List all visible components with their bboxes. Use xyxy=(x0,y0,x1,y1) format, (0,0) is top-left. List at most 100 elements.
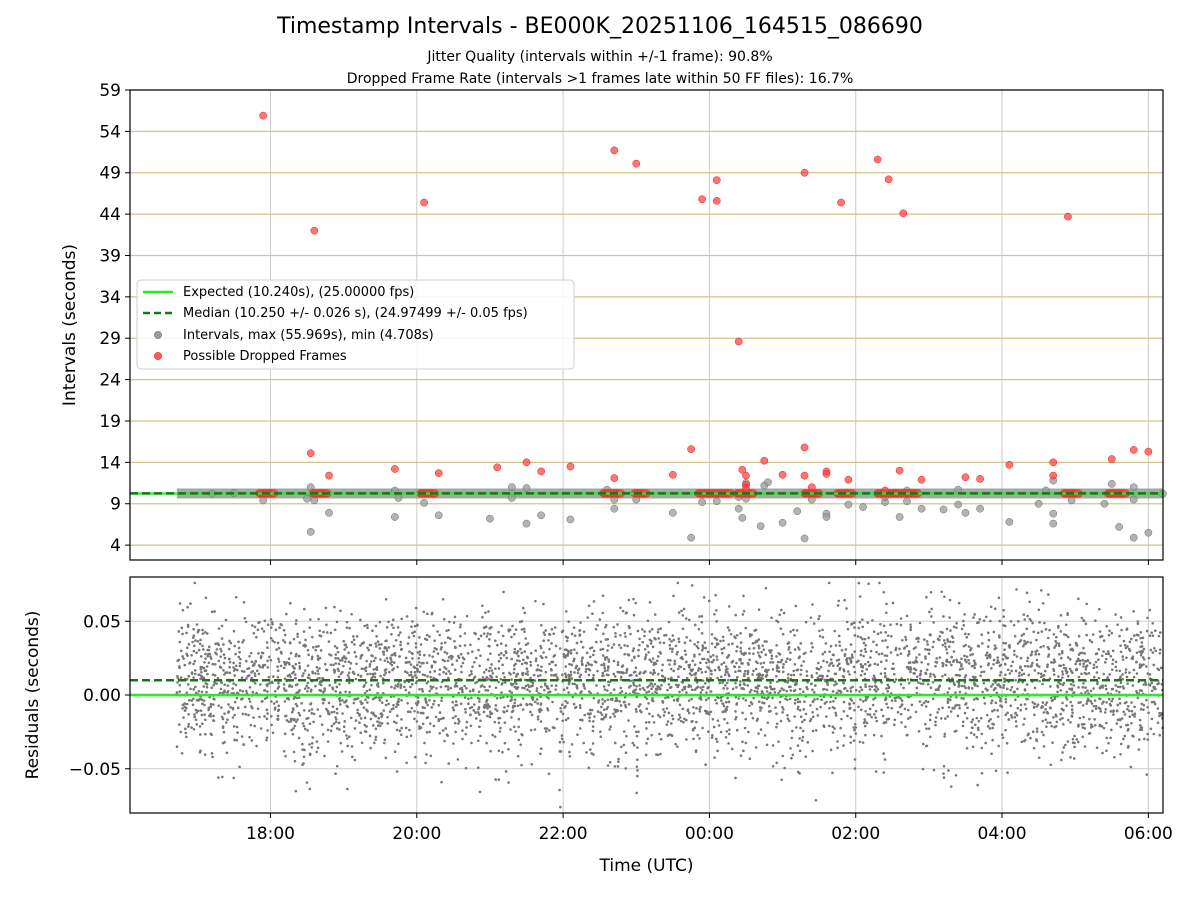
residual-point xyxy=(451,706,455,710)
residual-point xyxy=(238,650,241,654)
residual-point xyxy=(396,665,399,669)
residual-point xyxy=(707,685,710,689)
residual-point xyxy=(378,620,382,624)
residual-point xyxy=(316,658,320,661)
residual-point xyxy=(829,644,833,648)
residual-point xyxy=(346,705,349,709)
residual-point xyxy=(926,682,930,686)
residual-point xyxy=(703,641,707,644)
residual-point xyxy=(463,632,467,635)
residual-point xyxy=(318,714,322,718)
residual-point xyxy=(535,698,539,701)
residual-point xyxy=(934,723,937,727)
residual-point xyxy=(983,702,987,705)
residual-point xyxy=(982,619,986,622)
dropped-frame-point xyxy=(698,195,706,204)
residual-point xyxy=(970,686,974,690)
residual-point xyxy=(883,667,887,671)
residual-point xyxy=(293,759,297,763)
residual-point xyxy=(551,700,554,704)
residual-point xyxy=(513,701,517,705)
interval-point xyxy=(895,513,904,521)
residual-point xyxy=(439,647,443,651)
dropped-frame-point xyxy=(917,475,926,484)
residual-point xyxy=(459,623,462,626)
residual-point xyxy=(1059,712,1063,716)
residual-point xyxy=(619,646,623,650)
residual-point xyxy=(284,714,287,718)
residual-point xyxy=(218,665,222,669)
interval-point xyxy=(793,507,802,516)
residual-point xyxy=(233,700,237,704)
residual-point xyxy=(261,666,265,669)
residual-point xyxy=(533,728,537,731)
residual-point xyxy=(825,660,829,664)
residual-point xyxy=(479,634,483,638)
residual-point xyxy=(528,702,532,706)
residual-point xyxy=(1037,608,1041,612)
residual-point xyxy=(748,652,751,655)
interval-point xyxy=(800,534,809,543)
residual-point xyxy=(408,728,411,732)
residual-point xyxy=(558,750,562,753)
residual-point xyxy=(1114,684,1118,687)
residual-point xyxy=(844,686,847,690)
residual-point xyxy=(566,701,569,705)
residual-point xyxy=(565,639,569,643)
residual-point xyxy=(782,707,785,711)
residual-point xyxy=(898,647,901,651)
residual-point xyxy=(682,720,685,724)
residual-point xyxy=(945,651,949,655)
residual-point xyxy=(1026,659,1029,663)
residual-point xyxy=(1020,668,1024,672)
residual-point xyxy=(744,699,748,702)
residual-point xyxy=(544,629,548,632)
residual-point xyxy=(283,700,287,703)
residual-point xyxy=(882,721,886,725)
residual-point xyxy=(612,712,615,716)
residual-point xyxy=(966,706,969,710)
dropped-frame-point xyxy=(822,470,831,478)
residual-point xyxy=(1119,644,1122,647)
residual-point xyxy=(1105,721,1108,725)
residual-point xyxy=(707,660,711,663)
residual-point xyxy=(768,649,771,652)
x-tick-label: 02:00 xyxy=(831,824,880,844)
residual-point xyxy=(631,690,635,694)
residual-point xyxy=(194,691,198,695)
residual-point xyxy=(256,707,260,711)
residual-point xyxy=(1092,687,1095,690)
residual-point xyxy=(307,673,311,677)
residual-point xyxy=(425,731,429,734)
residual-point xyxy=(848,703,851,706)
residual-point xyxy=(393,661,396,664)
residual-point xyxy=(882,624,886,628)
residual-point xyxy=(312,712,316,716)
residual-point xyxy=(715,638,719,641)
residual-point xyxy=(738,669,742,673)
residual-point xyxy=(429,722,432,725)
residual-point xyxy=(1111,687,1115,691)
residual-point xyxy=(438,731,442,735)
residual-point xyxy=(648,630,652,633)
residual-point xyxy=(186,625,190,628)
residual-point xyxy=(203,631,207,634)
residual-point xyxy=(1014,711,1018,715)
residual-point xyxy=(1135,651,1139,655)
residual-point xyxy=(524,637,528,640)
residual-point xyxy=(494,667,497,670)
residual-point xyxy=(497,721,501,725)
residual-point xyxy=(991,682,995,686)
residual-point xyxy=(990,699,994,702)
residual-point xyxy=(461,656,465,659)
residual-point xyxy=(751,641,755,645)
residual-point xyxy=(317,644,320,648)
residual-point xyxy=(526,670,529,673)
residual-point xyxy=(546,707,549,710)
interval-point xyxy=(738,513,747,522)
residual-point xyxy=(1045,710,1049,714)
residual-point xyxy=(250,660,254,664)
residual-point xyxy=(795,682,798,686)
residual-point xyxy=(1158,651,1162,655)
residual-point xyxy=(374,727,378,731)
